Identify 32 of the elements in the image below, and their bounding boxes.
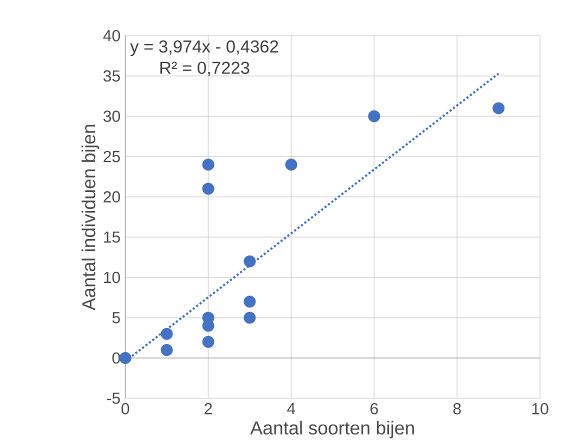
y-tick-label: 10 [104, 272, 120, 284]
x-tick-label: 6 [370, 403, 378, 414]
point [202, 336, 214, 348]
point [160, 344, 173, 356]
point [244, 255, 256, 268]
y-axis-title: Aantal individuen bijen [82, 124, 100, 310]
y-tick-label: 35 [103, 70, 120, 82]
x-tick-label: 8 [453, 403, 461, 414]
y-tick-label: 25 [104, 150, 120, 162]
point [368, 110, 380, 122]
point [119, 352, 132, 364]
x-tick-label: 10 [532, 403, 548, 414]
annotation: y = 3,974x - 0,4362 [130, 40, 278, 56]
x-tick-label: 2 [204, 403, 212, 414]
point [492, 102, 505, 114]
point [202, 158, 214, 171]
y-tick-label: -5 [107, 392, 120, 404]
point [244, 312, 256, 324]
x-axis-title: Aantal soorten bijen [250, 420, 414, 438]
point [160, 328, 173, 340]
point [285, 158, 298, 171]
x-tick-label: 4 [287, 403, 296, 414]
y-tick-label: 5 [112, 312, 120, 324]
y-tick-label: 30 [103, 110, 120, 122]
y-tick-label: 20 [104, 191, 120, 202]
y-tick-label: 0 [112, 352, 120, 364]
point [244, 296, 256, 308]
y-tick-label: 15 [104, 232, 120, 243]
annotation: R² = 0,7223 [160, 62, 250, 76]
y-tick-label: 40 [103, 30, 120, 42]
x-tick-label: 0 [122, 403, 130, 414]
point [202, 182, 214, 195]
